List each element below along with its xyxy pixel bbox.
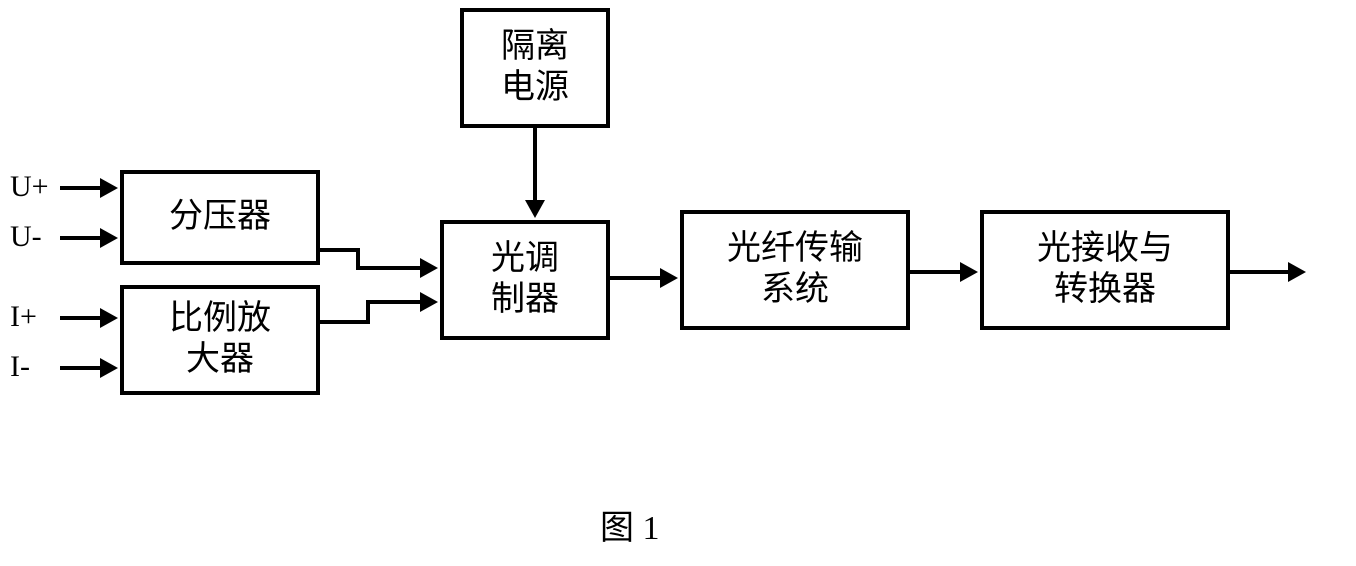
arrowhead-uminus [100,228,118,248]
edge-modulator-fiber [610,276,662,280]
edge-divider-out-h1 [320,248,360,252]
label-u-minus: U- [10,220,42,254]
arrowhead-receiver-out [1288,262,1306,282]
edge-uminus-divider [60,236,105,240]
block-fiber-system: 光纤传输 系统 [680,210,910,330]
arrowhead-uplus [100,178,118,198]
block-divider: 分压器 [120,170,320,265]
edge-receiver-out [1230,270,1290,274]
arrowhead-power-modulator [525,200,545,218]
edge-amp-out-h1 [320,320,370,324]
arrowhead-amp-modulator [420,292,438,312]
arrowhead-iplus [100,308,118,328]
edge-power-modulator [533,128,537,202]
block-optical-modulator-text: 光调 制器 [491,239,559,321]
block-proportional-amp-text: 比例放 大器 [169,299,271,381]
arrowhead-fiber-receiver [960,262,978,282]
edge-iminus-amp [60,366,105,370]
diagram-canvas: U+ U- I+ I- 隔离 电源 分压器 比例放 大器 光调 制器 光纤传输 … [0,0,1356,566]
block-isolated-power-text: 隔离 电源 [501,27,569,109]
label-i-minus: I- [10,350,30,384]
edge-divider-out-h2 [356,266,422,270]
block-divider-text: 分压器 [169,197,271,238]
arrowhead-divider-modulator [420,258,438,278]
block-proportional-amp: 比例放 大器 [120,285,320,395]
label-i-plus: I+ [10,300,37,334]
label-u-plus: U+ [10,170,49,204]
block-optical-modulator: 光调 制器 [440,220,610,340]
arrowhead-iminus [100,358,118,378]
edge-amp-out-h2 [366,300,422,304]
arrowhead-modulator-fiber [660,268,678,288]
edge-iplus-amp [60,316,105,320]
figure-caption: 图 1 [600,500,660,549]
edge-uplus-divider [60,186,105,190]
edge-fiber-receiver [910,270,962,274]
block-fiber-system-text: 光纤传输 系统 [727,229,863,311]
block-receiver-converter: 光接收与 转换器 [980,210,1230,330]
block-receiver-converter-text: 光接收与 转换器 [1037,229,1173,311]
block-isolated-power: 隔离 电源 [460,8,610,128]
